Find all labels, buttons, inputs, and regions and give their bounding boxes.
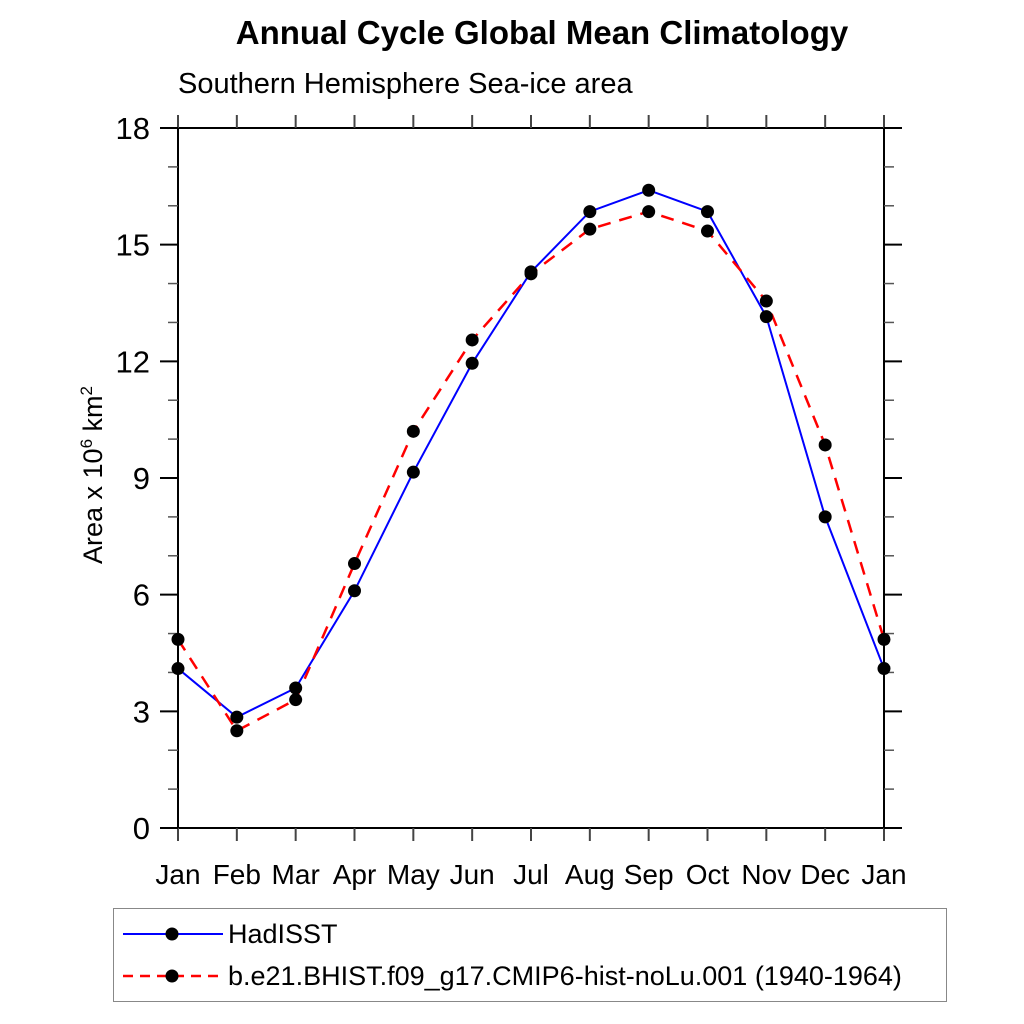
data-point-marker: [642, 205, 656, 219]
data-point-marker: [759, 294, 773, 308]
series-markers-hadisst: [171, 183, 891, 724]
y-tick-label: 15: [116, 228, 150, 263]
x-tick-label: Sep: [624, 859, 674, 890]
chart-title: Annual Cycle Global Mean Climatology: [235, 14, 849, 51]
x-axis: Jan Feb Mar Apr May Jun Jul Aug Sep Oct Nov Dec Jan: [155, 115, 907, 890]
chart-subtitle: Southern Hemisphere Sea-ice area: [178, 68, 633, 100]
series-markers-model: [171, 205, 891, 738]
data-point-marker: [348, 557, 361, 571]
legend-item-hadisst: HadISST: [122, 913, 946, 955]
legend-item-model: b.e21.BHIST.f09_g17.CMIP6-hist-noLu.001 …: [122, 955, 946, 997]
data-point-marker: [465, 333, 479, 347]
data-point-marker: [877, 662, 891, 676]
legend-label-hadisst: HadISST: [228, 918, 338, 949]
model-line-sample-icon: [123, 969, 223, 983]
y-tick-label: 6: [133, 578, 150, 613]
data-point-marker: [642, 183, 656, 197]
x-tick-label: Feb: [213, 859, 261, 890]
x-tick-label: Apr: [333, 859, 377, 890]
x-tick-label: Jan: [861, 859, 906, 890]
x-tick-label: Jun: [450, 859, 495, 890]
x-tick-label: Jul: [513, 859, 549, 890]
data-point-marker: [759, 310, 773, 324]
x-tick-label: May: [387, 859, 440, 890]
data-point-marker: [171, 632, 185, 646]
x-tick-label: Aug: [565, 859, 615, 890]
x-tick-label: Jan: [155, 859, 200, 890]
data-point-marker: [171, 662, 185, 676]
y-tick-label: 12: [116, 344, 150, 379]
data-point-marker: [583, 222, 597, 236]
data-point-marker: [583, 205, 597, 219]
data-point-marker: [406, 465, 420, 479]
x-tick-label: Dec: [800, 859, 850, 890]
series-line-model: [176, 210, 886, 733]
data-point-marker: [230, 724, 244, 738]
y-tick-label: 3: [133, 694, 150, 729]
data-point-marker: [465, 356, 479, 370]
plot-frame: [177, 127, 885, 829]
y-axis: 0 3 6 9 12 15 18: [116, 111, 902, 846]
hadisst-line-sample-icon: [123, 927, 223, 941]
data-point-marker: [818, 438, 832, 452]
y-tick-label: 9: [133, 461, 150, 496]
x-tick-label: Mar: [272, 859, 320, 890]
data-point-marker: [524, 267, 538, 281]
data-point-marker: [348, 584, 361, 598]
data-point-marker: [406, 424, 420, 438]
y-tick-label: 0: [133, 811, 150, 846]
data-point-marker: [230, 710, 244, 724]
x-tick-label: Nov: [741, 859, 791, 890]
legend-label-model: b.e21.BHIST.f09_g17.CMIP6-hist-noLu.001 …: [228, 960, 902, 991]
legend: HadISST b.e21.BHIST.f09_g17.CMIP6-hist-n…: [113, 908, 947, 1002]
y-tick-label: 18: [116, 111, 150, 146]
data-point-marker: [289, 681, 303, 695]
data-point-marker: [701, 205, 714, 219]
data-point-marker: [818, 510, 832, 524]
x-tick-label: Oct: [686, 859, 730, 890]
data-point-marker: [877, 632, 891, 646]
data-point-marker: [289, 693, 303, 707]
data-point-marker: [701, 224, 714, 238]
